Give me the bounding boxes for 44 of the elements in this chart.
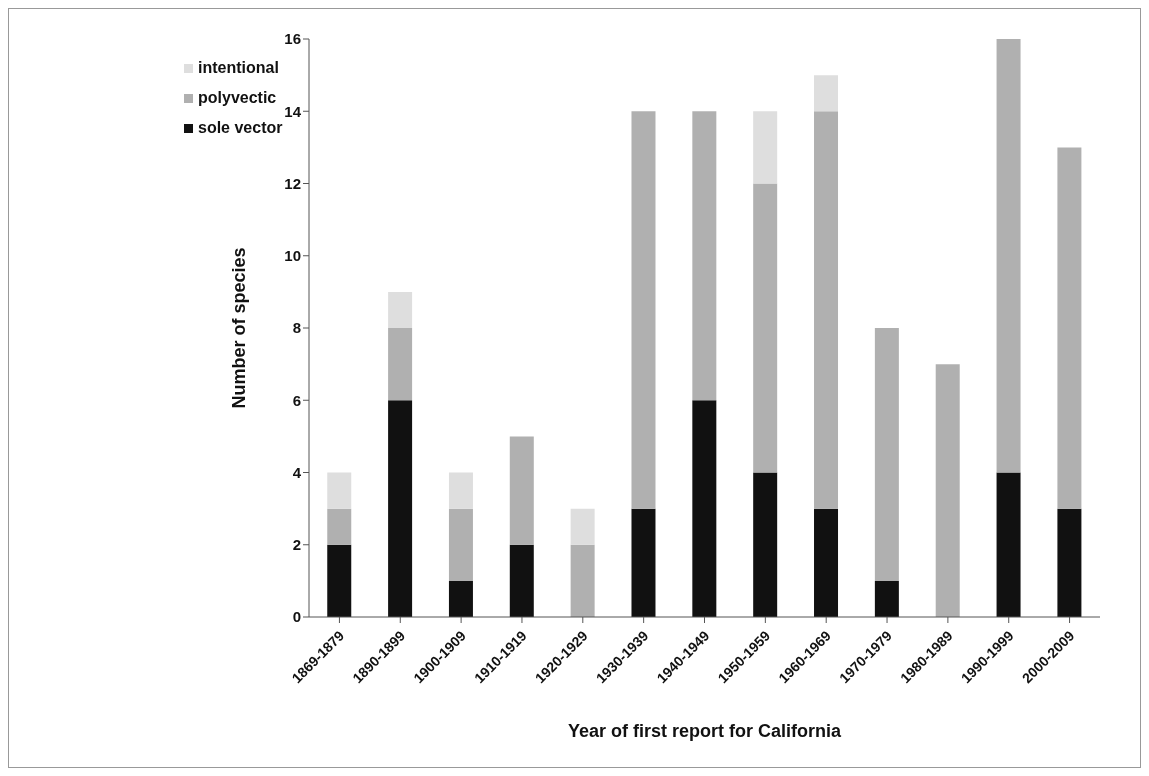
- y-tick-label: 14: [284, 102, 302, 120]
- bar: [753, 183, 778, 473]
- bar: [570, 508, 595, 545]
- y-tick-label: 4: [292, 463, 302, 481]
- bar: [753, 111, 778, 184]
- bar: [327, 544, 352, 617]
- bar: [753, 472, 778, 617]
- y-tick-label: 10: [284, 247, 301, 265]
- y-tick-label: 16: [284, 30, 301, 48]
- bar: [388, 400, 413, 617]
- bar: [996, 39, 1021, 473]
- bar: [509, 436, 534, 545]
- bar: [814, 508, 839, 617]
- legend-label: sole vector: [198, 119, 283, 137]
- bar: [631, 508, 656, 617]
- bar: [509, 544, 534, 617]
- bar: [935, 364, 960, 617]
- y-tick-label: 2: [292, 536, 301, 554]
- y-tick-label: 8: [292, 319, 301, 337]
- bar: [631, 111, 656, 509]
- bar: [448, 508, 473, 581]
- bar: [388, 328, 413, 401]
- bar: [327, 472, 352, 509]
- bar: [1057, 147, 1082, 509]
- bar: [1057, 508, 1082, 617]
- bar: [327, 508, 352, 545]
- bar: [874, 328, 899, 581]
- y-axis-title: Number of species: [229, 247, 250, 409]
- bar: [692, 400, 717, 617]
- x-axis-title: Year of first report for California: [567, 721, 843, 741]
- bar: [996, 472, 1021, 617]
- y-tick-label: 6: [292, 391, 301, 409]
- bar: [874, 580, 899, 617]
- legend-label: intentional: [198, 59, 279, 77]
- bar: [814, 111, 839, 509]
- y-tick-label: 12: [284, 174, 301, 192]
- bar: [388, 291, 413, 328]
- legend-label: polyvectic: [198, 89, 277, 107]
- bar: [448, 580, 473, 617]
- bar: [814, 75, 839, 112]
- bar: [692, 111, 717, 401]
- y-tick-label: 0: [292, 608, 301, 626]
- bar: [570, 544, 595, 617]
- bar: [448, 472, 473, 509]
